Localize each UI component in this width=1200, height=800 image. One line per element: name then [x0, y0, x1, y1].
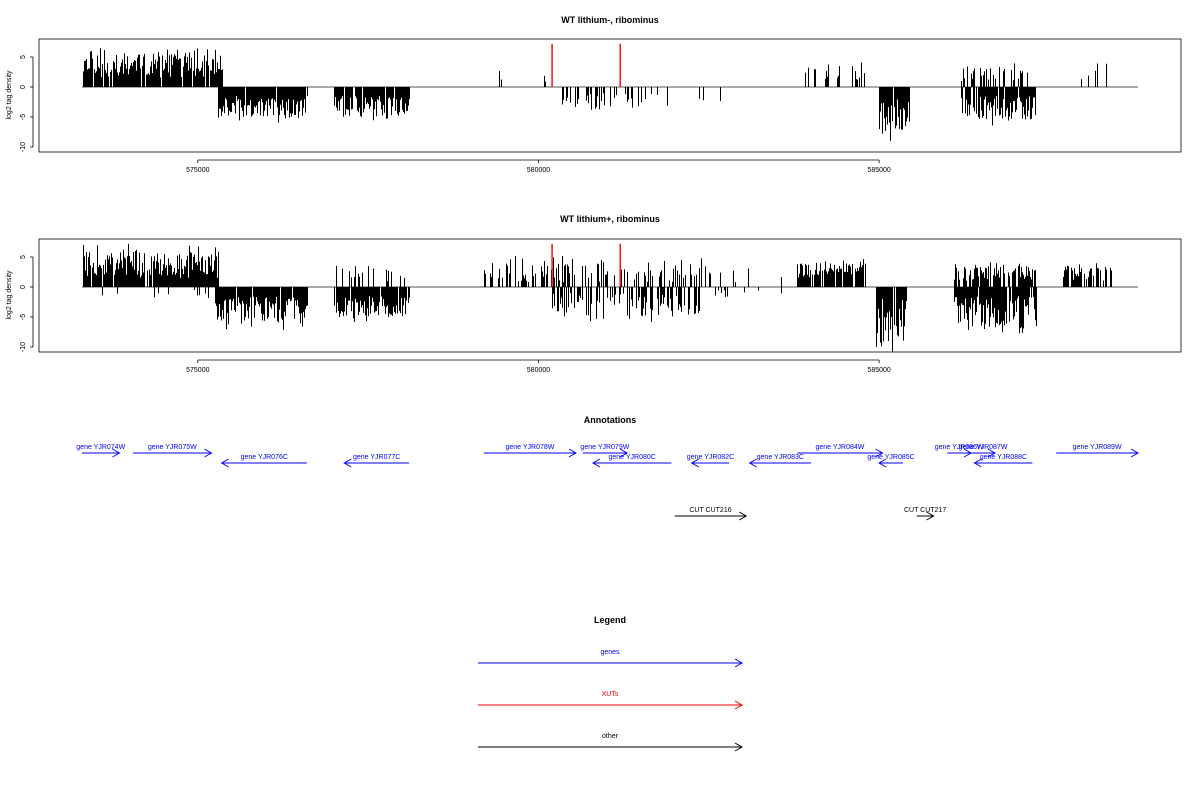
annotation-feature: gene YJR077C	[343, 454, 410, 468]
annotation-feature: gene YJR075W	[133, 444, 213, 458]
feature-label: gene YJR083C	[757, 454, 804, 461]
arrow-left-icon	[878, 458, 887, 468]
arrow-left-icon	[343, 458, 352, 468]
annotation-feature: gene YJR087W	[959, 444, 1008, 458]
feature-label: gene YJR075W	[148, 444, 197, 451]
feature-label: gene YJR085C	[867, 454, 914, 461]
annotation-feature: gene YJR085C	[867, 454, 915, 468]
annotation-feature: gene YJR074W	[76, 444, 126, 458]
arrow-right-icon	[987, 448, 996, 458]
annotation-feature: CUT CUT217	[904, 507, 946, 521]
legend-items: genes XUTs other	[478, 649, 744, 752]
annotation-feature: gene YJR076C	[220, 454, 307, 468]
legend-panel: Legend genes XUTs other	[478, 615, 744, 752]
arrow-right-icon	[619, 448, 629, 458]
y-tick-label: -5	[20, 114, 27, 120]
feature-label: CUT CUT216	[689, 507, 731, 514]
x-tick-label: 580000	[527, 167, 550, 174]
annotation-feature: gene YJR082C	[687, 454, 734, 468]
feature-label: gene YJR089W	[1073, 444, 1122, 451]
track-panel-lithium-minus: WT lithium-, ribominus log2 tag density …	[6, 15, 1182, 174]
legend-label: XUTs	[602, 691, 619, 698]
x-tick-label: 575000	[186, 367, 209, 374]
arrow-right-icon	[875, 448, 884, 458]
y-tick-label: -10	[20, 342, 27, 352]
x-tick-label: 580000	[527, 367, 550, 374]
y-tick-label: -5	[20, 314, 27, 320]
y-tick-label: -10	[20, 142, 27, 152]
feature-label: gene YJR078W	[505, 444, 554, 451]
y-axis: 5 0 -5 -10	[20, 255, 34, 352]
arrow-left-icon	[690, 458, 700, 468]
arrow-left-icon	[220, 458, 229, 468]
annotations-title: Annotations	[584, 415, 637, 425]
x-tick-label: 585000	[867, 367, 890, 374]
signal-bars	[82, 43, 1138, 141]
track-title: WT lithium+, ribominus	[560, 214, 660, 224]
signal-bars	[82, 243, 1138, 352]
legend-title: Legend	[594, 615, 626, 625]
annotation-feature: gene YJR084W	[797, 444, 884, 458]
arrow-right-icon	[204, 448, 213, 458]
feature-label: gene YJR080C	[608, 454, 655, 461]
feature-label: CUT CUT217	[904, 507, 946, 514]
annotation-feature: gene YJR078W	[483, 444, 577, 458]
y-tick-label: 0	[20, 285, 27, 289]
feature-label: gene YJR086W	[935, 444, 984, 451]
track-panel-lithium-plus: WT lithium+, ribominus log2 tag density …	[6, 214, 1182, 374]
arrow-right-icon	[734, 658, 744, 668]
annotation-feature: gene YJR089W	[1056, 444, 1140, 458]
feature-label: gene YJR077C	[353, 454, 400, 461]
feature-label: gene YJR084W	[815, 444, 864, 451]
arrow-right-icon	[926, 511, 935, 521]
y-tick-label: 0	[20, 85, 27, 89]
annotation-feature: CUT CUT216	[674, 507, 748, 521]
y-tick-label: 5	[20, 55, 27, 59]
arrow-right-icon	[739, 511, 748, 521]
annotation-feature: gene YJR080C	[591, 454, 672, 468]
feature-label: gene YJR079W	[580, 444, 629, 451]
legend-item: XUTs	[478, 691, 744, 710]
arrow-left-icon	[748, 458, 757, 468]
feature-label: gene YJR074W	[76, 444, 125, 451]
feature-label: gene YJR088C	[980, 454, 1027, 461]
legend-item: genes	[478, 649, 744, 668]
y-axis: 5 0 -5 -10	[20, 55, 34, 152]
x-axis: 575000 580000 585000	[186, 359, 891, 374]
x-tick-label: 585000	[867, 167, 890, 174]
annotations-panel: Annotations gene YJR074W gene YJR075Wgene…	[76, 415, 1140, 521]
annotation-feature: gene YJR083C	[748, 454, 811, 468]
annotation-feature: gene YJR088C	[973, 454, 1033, 468]
arrow-left-icon	[591, 458, 601, 468]
y-axis-label: log2 tag density	[6, 270, 13, 320]
x-tick-label: 575000	[186, 167, 209, 174]
legend-label: genes	[600, 649, 620, 656]
arrow-left-icon	[973, 458, 982, 468]
arrow-right-icon	[112, 448, 121, 458]
arrow-right-icon	[734, 742, 744, 752]
feature-label: gene YJR082C	[687, 454, 734, 461]
x-axis: 575000 580000 585000	[186, 159, 891, 174]
annotation-features: gene YJR074W gene YJR075W gene YJR076C gene…	[76, 444, 1140, 521]
arrow-right-icon	[734, 700, 744, 710]
annotation-feature: gene YJR079W	[580, 444, 630, 458]
plot-frame	[38, 238, 1182, 353]
feature-label: gene YJR076C	[241, 454, 288, 461]
y-axis-label: log2 tag density	[6, 70, 13, 120]
plot-frame	[38, 38, 1182, 153]
feature-label: gene YJR087W	[959, 444, 1008, 451]
legend-item: other	[478, 733, 744, 752]
legend-label: other	[602, 733, 619, 740]
arrow-right-icon	[568, 448, 577, 458]
track-title: WT lithium-, ribominus	[561, 15, 659, 25]
arrow-right-icon	[1130, 448, 1140, 458]
y-tick-label: 5	[20, 255, 27, 259]
